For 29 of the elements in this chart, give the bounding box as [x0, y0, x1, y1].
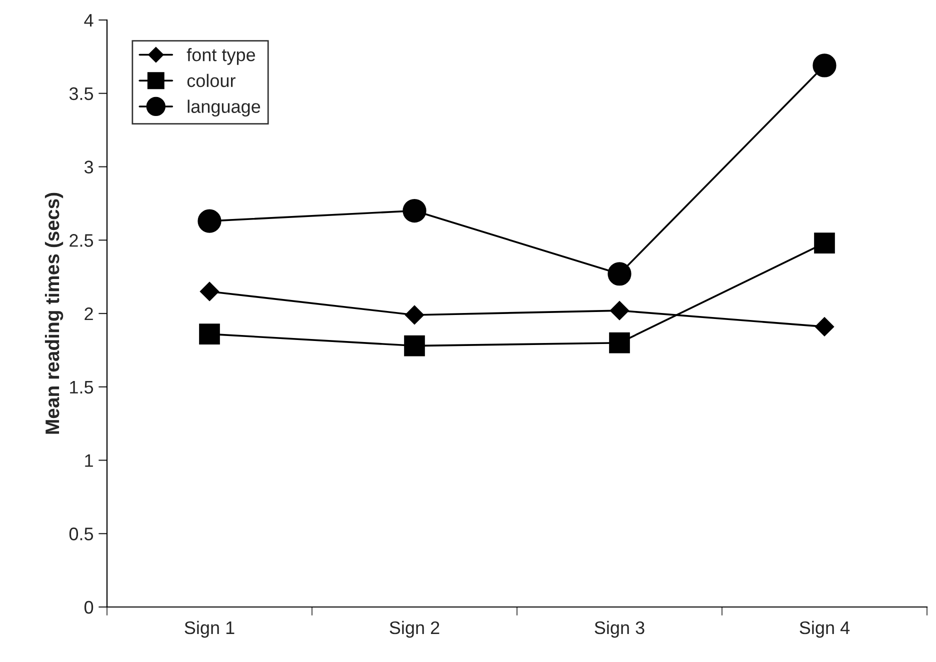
y-tick-label: 2: [84, 307, 93, 320]
point: [199, 324, 220, 344]
y-tick-label: 3: [84, 160, 94, 174]
point: [404, 335, 425, 356]
point: [198, 209, 222, 233]
point: [814, 232, 835, 254]
legend-label: language: [188, 100, 260, 117]
point: [402, 198, 426, 223]
y-tick-label: 0.5: [69, 528, 94, 540]
point: [812, 54, 836, 78]
point: [814, 317, 834, 336]
y-axis-title: Mean reading times (secs): [44, 192, 64, 434]
y-tick-label: 4: [84, 14, 94, 27]
y-tick-label: 1: [85, 454, 93, 467]
y-tick-label: 2.5: [70, 234, 94, 247]
y-tick-label: 1.5: [70, 380, 94, 394]
y-tick-label: 3.5: [69, 87, 94, 100]
legend-label: font type: [186, 48, 256, 65]
x-tick-label: Sign 1: [184, 620, 234, 638]
point: [404, 305, 424, 324]
point: [609, 332, 630, 354]
x-tick-label: Sign 2: [390, 620, 440, 638]
point: [610, 301, 630, 320]
point: [608, 262, 632, 286]
point: [200, 282, 220, 302]
x-tick-label: Sign 3: [594, 620, 644, 638]
x-tick-label: Sign 4: [800, 620, 850, 638]
y-tick-label: 0: [84, 600, 94, 614]
legend-label: colour: [187, 74, 236, 88]
